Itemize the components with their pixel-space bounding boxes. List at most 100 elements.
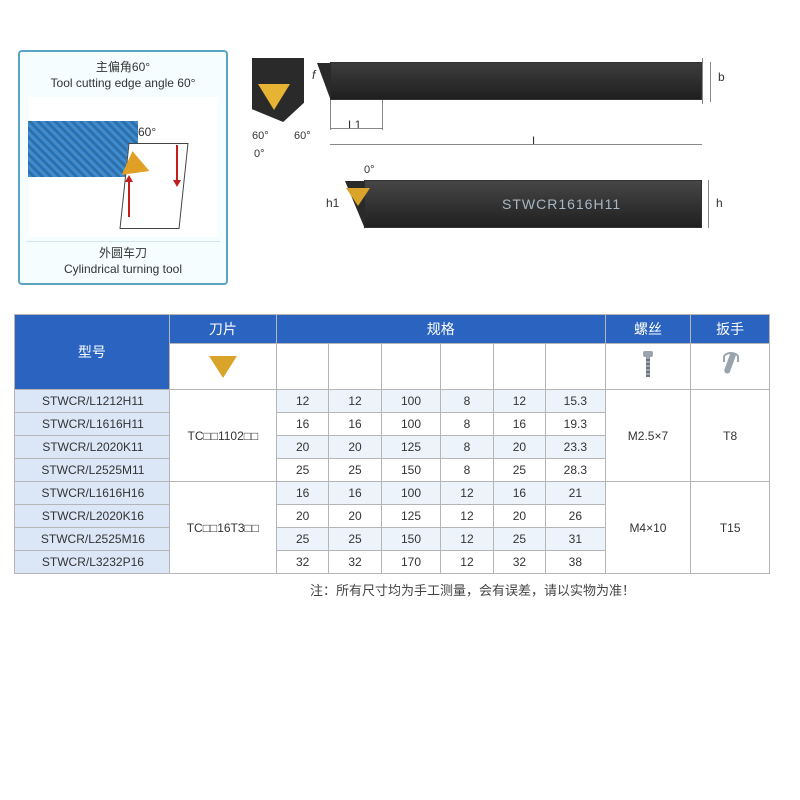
angle-60-label: 60° (138, 125, 156, 139)
wrench-cell: T15 (691, 482, 770, 574)
spec-cell-f: 23.3 (546, 436, 606, 459)
col-screw: 螺丝 (605, 315, 691, 344)
spec-cell-h: 25 (276, 528, 328, 551)
panel-sub-en: Cylindrical turning tool (26, 262, 220, 278)
spec-cell-L1: 8 (441, 436, 493, 459)
spec-cell-h: 12 (276, 390, 328, 413)
subcol-L1: L1 (441, 344, 493, 390)
angle-0-side: 0° (364, 164, 375, 176)
dim-line (330, 144, 702, 145)
spec-cell-b: 32 (329, 551, 381, 574)
spec-cell-b: 16 (329, 413, 381, 436)
spec-cell-L: 125 (381, 505, 441, 528)
spec-cell-h1: 25 (493, 528, 545, 551)
model-cell: STWCR/L2020K16 (15, 505, 170, 528)
spec-table: 型号 刀片 规格 螺丝 扳手 h b L L1 h1 f STWCR/L1212… (14, 314, 770, 574)
panel-title-cn: 主偏角60° (26, 60, 220, 76)
spec-cell-h1: 32 (493, 551, 545, 574)
spec-cell-b: 20 (329, 505, 381, 528)
model-cell: STWCR/L2020K11 (15, 436, 170, 459)
spec-cell-f: 19.3 (546, 413, 606, 436)
spec-cell-h: 20 (276, 436, 328, 459)
table-row: STWCR/L1212H11TC□□1102□□121210081215.3M2… (15, 390, 770, 413)
screw-cell: M2.5×7 (605, 390, 691, 482)
angle-60-left: 60° (252, 130, 269, 142)
screw-cell: M4×10 (605, 482, 691, 574)
tool-top-view (330, 62, 702, 100)
spec-cell-h: 32 (276, 551, 328, 574)
spec-cell-h1: 25 (493, 459, 545, 482)
insert-side-icon (346, 188, 370, 206)
spec-cell-h1: 12 (493, 390, 545, 413)
spec-cell-h: 16 (276, 413, 328, 436)
screw-icon (639, 351, 657, 379)
table-row: STWCR/L1616H16TC□□16T3□□1616100121621M4×… (15, 482, 770, 505)
spec-cell-L1: 12 (441, 551, 493, 574)
insert-triangle-icon (119, 149, 150, 175)
angle-0-front: 0° (254, 148, 265, 160)
spec-cell-L: 150 (381, 459, 441, 482)
dim-line (702, 58, 703, 104)
table-header: 型号 刀片 规格 螺丝 扳手 h b L L1 h1 f (15, 315, 770, 390)
subcol-L: L (381, 344, 441, 390)
spec-cell-f: 26 (546, 505, 606, 528)
dim-line (330, 128, 382, 129)
insert-code-cell: TC□□1102□□ (169, 390, 276, 482)
spec-cell-L: 150 (381, 528, 441, 551)
dim-line (708, 180, 709, 228)
wrench-icon-cell (691, 344, 770, 390)
footnote: 注：所有尺寸均为手工测量，会有误差，请以实物为准！ (310, 580, 635, 599)
spec-cell-f: 31 (546, 528, 606, 551)
dim-h-label: h (716, 196, 723, 210)
spec-cell-L1: 8 (441, 390, 493, 413)
spec-cell-L: 100 (381, 390, 441, 413)
spec-cell-h1: 16 (493, 482, 545, 505)
spec-cell-L1: 8 (441, 459, 493, 482)
spec-cell-L: 125 (381, 436, 441, 459)
insert-icon-cell (169, 344, 276, 390)
spec-cell-L1: 12 (441, 505, 493, 528)
model-cell: STWCR/L1212H11 (15, 390, 170, 413)
dim-line (382, 100, 383, 130)
insert-icon (209, 356, 237, 378)
angle-60-right: 60° (294, 130, 311, 142)
spec-cell-h: 20 (276, 505, 328, 528)
spec-cell-f: 15.3 (546, 390, 606, 413)
model-cell: STWCR/L1616H11 (15, 413, 170, 436)
col-wrench: 扳手 (691, 315, 770, 344)
dim-h1-label: h1 (326, 196, 339, 210)
dim-line (330, 100, 331, 130)
insert-code-cell: TC□□16T3□□ (169, 482, 276, 574)
subcol-b: b (329, 344, 381, 390)
dim-f-label: f (312, 68, 315, 82)
feed-arrow-down-icon (176, 145, 178, 181)
spec-cell-b: 12 (329, 390, 381, 413)
dim-b-label: b (718, 70, 725, 84)
spec-cell-h1: 16 (493, 413, 545, 436)
spec-cell-b: 16 (329, 482, 381, 505)
subcol-h: h (276, 344, 328, 390)
col-model: 型号 (15, 315, 170, 390)
spec-cell-b: 25 (329, 459, 381, 482)
spec-cell-b: 25 (329, 528, 381, 551)
spec-cell-L: 100 (381, 413, 441, 436)
panel-sub-cn: 外圆车刀 (26, 246, 220, 262)
wrench-cell: T8 (691, 390, 770, 482)
spec-cell-h: 16 (276, 482, 328, 505)
spec-cell-L1: 12 (441, 528, 493, 551)
dim-l-label: L (532, 134, 539, 148)
subcol-f: f (546, 344, 606, 390)
spec-cell-L1: 12 (441, 482, 493, 505)
spec-cell-L1: 8 (441, 413, 493, 436)
subcol-h1: h1 (493, 344, 545, 390)
spec-cell-h1: 20 (493, 505, 545, 528)
spec-cell-b: 20 (329, 436, 381, 459)
insert-front-icon (258, 84, 290, 110)
tool-model-engraving: STWCR1616H11 (502, 196, 621, 212)
col-spec: 规格 (276, 315, 605, 344)
model-cell: STWCR/L3232P16 (15, 551, 170, 574)
model-cell: STWCR/L1616H16 (15, 482, 170, 505)
panel-title-en: Tool cutting edge angle 60° (26, 76, 220, 92)
cutting-angle-panel: 主偏角60° Tool cutting edge angle 60° 60° 外… (18, 50, 228, 285)
feed-arrow-up-icon (128, 181, 130, 217)
